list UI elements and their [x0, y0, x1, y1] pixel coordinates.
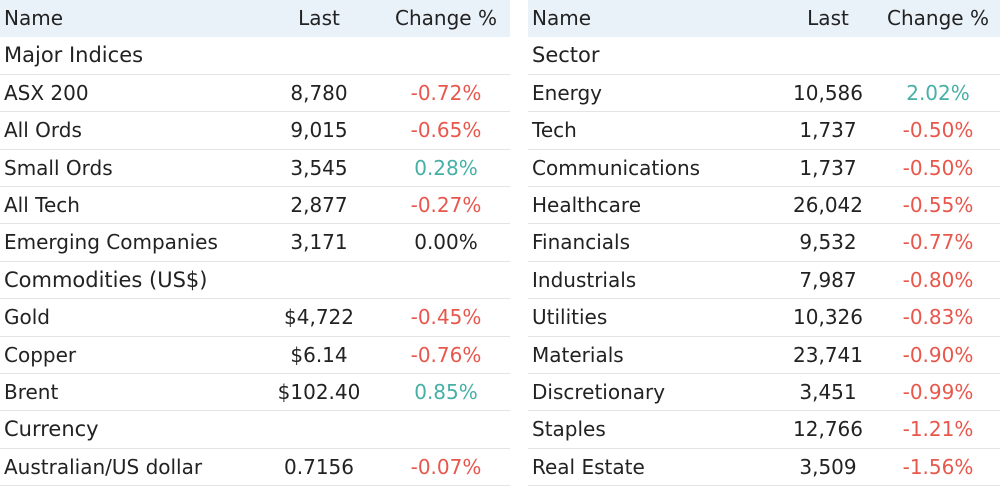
- data-row: Discretionary 3,451 -0.99%: [528, 374, 1000, 412]
- data-row: Australian/US dollar 0.7156 -0.07%: [0, 449, 510, 486]
- cell: 23,741: [793, 342, 863, 367]
- header-row: Name Last Change %: [0, 0, 510, 38]
- cell: Real Estate: [532, 454, 645, 479]
- data-row: Brent $102.40 0.85%: [0, 374, 510, 412]
- cell: 1,737: [799, 155, 857, 180]
- cell: Australian/US dollar: [4, 454, 203, 479]
- cell: Major Indices: [4, 43, 144, 68]
- cell: 10,326: [793, 305, 863, 330]
- cell: 1,737: [799, 118, 857, 143]
- cell: All Ords: [4, 118, 82, 143]
- data-row: Energy 10,586 2.02%: [528, 75, 1000, 113]
- data-row: Emerging Companies 3,171 0.00%: [0, 224, 510, 262]
- cell: -0.07%: [410, 454, 482, 479]
- data-row: Real Estate 3,509 -1.56%: [528, 449, 1000, 486]
- cell: Small Ords: [4, 155, 113, 180]
- cell: 10,586: [793, 80, 863, 105]
- cell: -1.56%: [902, 454, 974, 479]
- cell: 3,545: [290, 155, 348, 180]
- cell: Emerging Companies: [4, 230, 218, 255]
- data-row: ASX 200 8,780 -0.72%: [0, 75, 510, 113]
- cell: -0.76%: [410, 342, 482, 367]
- cell: 2,877: [290, 193, 348, 217]
- cell: -0.45%: [410, 305, 482, 330]
- cell: -1.21%: [902, 417, 974, 442]
- cell: 3,171: [290, 230, 348, 255]
- cell: -0.27%: [410, 193, 482, 217]
- cell: Commodities (US$): [4, 267, 208, 292]
- data-row: Tech 1,737 -0.50%: [528, 112, 1000, 150]
- cell: Discretionary: [532, 380, 666, 404]
- data-row: Healthcare 26,042 -0.55%: [528, 187, 1000, 225]
- cell: -0.90%: [902, 342, 974, 367]
- cell: -0.65%: [410, 118, 482, 143]
- section-row: Sector: [528, 37, 1000, 75]
- cell: Communications: [532, 155, 701, 180]
- cell: -0.50%: [902, 155, 974, 180]
- cell: 9,015: [290, 118, 348, 143]
- cell: 12,766: [793, 417, 863, 442]
- header-row: Name Last Change %: [528, 0, 1000, 38]
- cell: Last: [807, 6, 849, 30]
- data-row: Industrials 7,987 -0.80%: [528, 262, 1000, 300]
- cell: Gold: [4, 305, 50, 330]
- data-row: Copper $6.14 -0.76%: [0, 337, 510, 374]
- cell: Brent: [4, 380, 59, 404]
- cell: 3,509: [799, 454, 857, 479]
- cell: $4,722: [284, 305, 354, 330]
- cell: Tech: [532, 118, 577, 143]
- cell: All Tech: [4, 193, 80, 217]
- cell: 0.7156: [284, 454, 354, 479]
- table: Name Last Change % Major Indices ASX 200 8,78…: [0, 0, 510, 486]
- section-row: Major Indices: [0, 37, 510, 75]
- cell: -0.83%: [902, 305, 974, 330]
- cell: Industrials: [532, 267, 637, 292]
- cell: $6.14: [290, 342, 348, 367]
- section-row: Commodities (US$): [0, 262, 510, 300]
- cell: 9,532: [799, 230, 857, 255]
- cell: Financials: [532, 230, 630, 255]
- cell: Utilities: [532, 305, 608, 330]
- cell: Materials: [532, 342, 624, 367]
- cell: 0.00%: [414, 230, 478, 255]
- cell: $102.40: [277, 380, 361, 404]
- data-row: Small Ords 3,545 0.28%: [0, 150, 510, 187]
- cell: -0.55%: [902, 193, 974, 217]
- cell: Name: [4, 6, 64, 30]
- cell: -0.80%: [902, 267, 974, 292]
- cell: -0.72%: [410, 80, 482, 105]
- data-row: Communications 1,737 -0.50%: [528, 150, 1000, 187]
- cell: Copper: [4, 342, 77, 367]
- cell: 2.02%: [906, 80, 970, 105]
- cell: 0.85%: [414, 380, 478, 404]
- data-row: Materials 23,741 -0.90%: [528, 337, 1000, 374]
- cell: 7,987: [799, 267, 857, 292]
- cell: 0.28%: [414, 155, 478, 180]
- cell: 26,042: [793, 193, 863, 217]
- data-row: All Ords 9,015 -0.65%: [0, 112, 510, 150]
- cell: Sector: [532, 43, 600, 68]
- cell: Name: [532, 6, 592, 30]
- cell: 8,780: [290, 80, 348, 105]
- cell: Change %: [887, 6, 989, 30]
- cell: Change %: [395, 6, 497, 30]
- data-row: Financials 9,532 -0.77%: [528, 224, 1000, 262]
- cell: Last: [298, 6, 340, 30]
- section-row: Currency: [0, 411, 510, 449]
- table: Name Last Change % Sector Energy 10,586 2.02% T…: [528, 0, 1000, 486]
- cell: -0.99%: [902, 380, 974, 404]
- cell: Staples: [532, 417, 606, 442]
- cell: ASX 200: [4, 80, 89, 105]
- cell: -0.77%: [902, 230, 974, 255]
- data-row: Staples 12,766 -1.21%: [528, 411, 1000, 449]
- data-row: Utilities 10,326 -0.83%: [528, 299, 1000, 337]
- cell: 3,451: [799, 380, 857, 404]
- data-row: All Tech 2,877 -0.27%: [0, 187, 510, 225]
- cell: -0.50%: [902, 118, 974, 143]
- data-row: Gold $4,722 -0.45%: [0, 299, 510, 337]
- cell: Healthcare: [532, 193, 642, 217]
- cell: Currency: [4, 417, 99, 442]
- cell: Energy: [532, 80, 603, 105]
